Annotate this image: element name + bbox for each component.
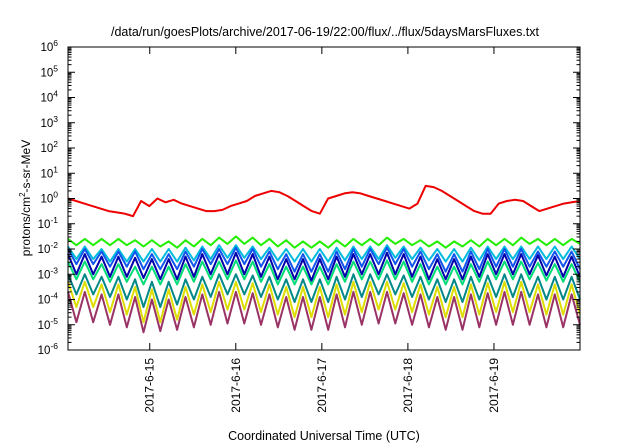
y-tick-label: 105 [40, 63, 58, 79]
y-tick-label: 10-3 [38, 265, 59, 281]
series-line-2 [67, 235, 581, 249]
y-axis-label-rest: -s-sr-MeV [19, 140, 33, 193]
y-tick-label: 10-5 [38, 316, 59, 332]
y-axis-label-base: protons/cm [19, 197, 33, 256]
y-tick-label: 101 [40, 164, 58, 180]
series-line-9 [67, 290, 581, 334]
y-tick-label: 10-6 [38, 341, 59, 357]
y-axis-label: protons/cm2-s-sr-MeV [18, 140, 33, 256]
y-tick-label: 102 [40, 139, 58, 155]
x-tick-label: 2017-6-18 [401, 358, 415, 413]
y-tick-label: 104 [40, 89, 58, 105]
y-axis-ticks: 10-6 10-5 10-4 10-3 10-2 10-1 100 101 102 103 104 1… [38, 38, 580, 357]
x-axis-label: Coordinated Universal Time (UTC) [228, 429, 420, 443]
x-tick-label: 2017-6-19 [487, 358, 501, 413]
series-layer [67, 184, 581, 334]
series-line-4 [67, 246, 581, 273]
y-axis-label-sup: 2 [18, 192, 27, 197]
y-tick-label: 10-4 [38, 291, 59, 307]
series-line-1 [67, 184, 581, 218]
x-tick-label: 2017-6-17 [315, 358, 329, 413]
y-tick-label: 100 [40, 190, 58, 206]
series-line-8 [67, 280, 581, 324]
chart-title: /data/run/goesPlots/archive/2017-06-19/2… [111, 25, 540, 39]
y-tick-label: 103 [40, 114, 58, 130]
x-tick-label: 2017-6-15 [143, 358, 157, 413]
x-axis-ticks: 2017-6-15 2017-6-16 2017-6-17 2017-6-18 2017… [143, 47, 501, 413]
series-line-7 [67, 273, 581, 309]
series-line-3 [67, 244, 581, 263]
series-line-5 [67, 259, 581, 286]
y-tick-label: 106 [40, 38, 58, 54]
y-tick-label: 10-1 [38, 215, 59, 231]
x-tick-label: 2017-6-16 [229, 358, 243, 413]
series-line-6 [67, 251, 581, 282]
y-tick-label: 10-2 [38, 240, 59, 256]
